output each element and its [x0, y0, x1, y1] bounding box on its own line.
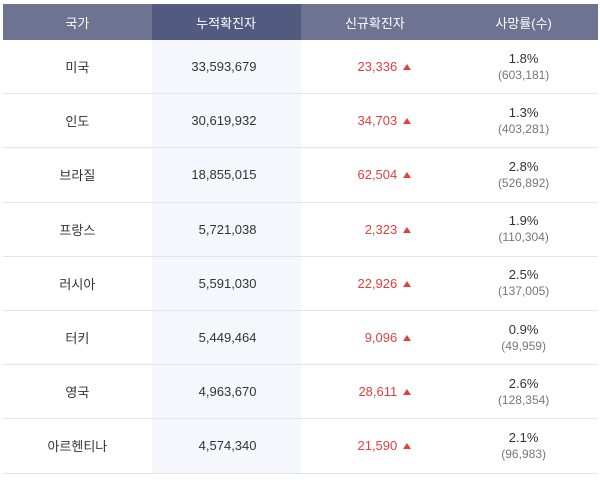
new-cases-value: 21,590 — [357, 438, 398, 454]
death-rate: 2.1% (96,983) — [449, 418, 598, 474]
table-row: 미국 33,593,679 23,336 1.8% (603,181) — [3, 40, 598, 95]
death-count: (128,354) — [497, 392, 550, 407]
death-rate: 1.3% (403,281) — [449, 93, 598, 149]
death-count: (137,005) — [497, 284, 550, 299]
cumulative-cases: 5,449,464 — [151, 310, 301, 366]
up-arrow — [403, 389, 412, 396]
up-arrow — [403, 172, 412, 179]
new-cases: 28,611 — [300, 364, 450, 420]
country: 미국 — [3, 40, 152, 95]
cumulative-cases: 18,855,015 — [151, 147, 301, 203]
new-cases-value: 28,611 — [358, 384, 398, 400]
country: 프랑스 — [3, 202, 152, 257]
death-rate-value: 0.9% — [508, 321, 539, 337]
cumulative-cases: 4,574,340 — [151, 418, 301, 474]
cumulative-cases: 30,619,932 — [151, 93, 301, 149]
death-rate: 2.5% (137,005) — [449, 256, 598, 311]
death-rate: 1.8% (603,181) — [449, 40, 598, 95]
death-rate-value: 1.3% — [508, 104, 539, 120]
new-cases-value: 62,504 — [357, 167, 398, 183]
country: 영국 — [3, 364, 152, 420]
country: 브라질 — [3, 147, 152, 203]
header-cell: 사망률(수) — [449, 4, 598, 40]
death-rate-value: 1.9% — [508, 213, 539, 229]
cumulative-cases: 4,963,670 — [151, 364, 301, 420]
death-rate-value: 1.8% — [508, 50, 539, 66]
new-cases: 23,336 — [300, 40, 450, 95]
table-row: 프랑스 5,721,038 2,323 1.9% (110,304) — [3, 202, 598, 257]
header-cell: 신규확진자 — [300, 4, 450, 40]
header-cell: 국가 — [3, 4, 152, 40]
covid-table: 국가 누적확진자 신규확진자 사망률(수) 미국 33,593,679 23,336 1.8… — [3, 4, 598, 474]
header-row: 국가 누적확진자 신규확진자 사망률(수) — [3, 4, 598, 40]
table-row: 인도 30,619,932 34,703 1.3% (403,281) — [3, 93, 598, 149]
new-cases: 21,590 — [300, 418, 450, 474]
table-header: 국가 누적확진자 신규확진자 사망률(수) — [3, 4, 598, 40]
country: 터키 — [3, 310, 152, 366]
new-cases-value: 9,096 — [364, 330, 398, 346]
country: 러시아 — [3, 256, 152, 311]
death-rate: 2.8% (526,892) — [449, 147, 598, 203]
death-rate-value: 2.8% — [508, 158, 539, 174]
table-row: 러시아 5,591,030 22,926 2.5% (137,005) — [3, 256, 598, 311]
up-arrow — [403, 226, 412, 233]
new-cases-value: 23,336 — [357, 59, 398, 75]
cumulative-cases: 5,721,038 — [151, 202, 301, 257]
death-count: (526,892) — [497, 175, 550, 190]
death-count: (403,281) — [497, 121, 550, 136]
death-rate-value: 2.1% — [508, 429, 539, 445]
death-rate: 2.6% (128,354) — [449, 364, 598, 420]
death-count: (110,304) — [498, 230, 549, 245]
new-cases: 62,504 — [300, 147, 450, 203]
up-arrow — [403, 335, 412, 342]
country: 인도 — [3, 93, 152, 149]
up-arrow — [403, 443, 412, 450]
cumulative-cases: 33,593,679 — [151, 40, 301, 95]
table-row: 터키 5,449,464 9,096 0.9% (49,959) — [3, 310, 598, 366]
new-cases: 9,096 — [300, 310, 450, 366]
new-cases: 2,323 — [300, 202, 450, 257]
death-rate: 1.9% (110,304) — [449, 202, 598, 257]
death-rate: 0.9% (49,959) — [449, 310, 598, 366]
table-body: 미국 33,593,679 23,336 1.8% (603,181) 인도 30,619,… — [3, 40, 598, 474]
up-arrow — [403, 118, 412, 125]
death-rate-value: 2.5% — [508, 267, 539, 283]
new-cases: 22,926 — [300, 256, 450, 311]
cumulative-cases: 5,591,030 — [151, 256, 301, 311]
new-cases: 34,703 — [300, 93, 450, 149]
table-row: 영국 4,963,670 28,611 2.6% (128,354) — [3, 364, 598, 420]
death-count: (603,181) — [497, 67, 550, 82]
new-cases-value: 22,926 — [357, 275, 398, 291]
new-cases-value: 34,703 — [357, 113, 398, 129]
up-arrow — [403, 64, 412, 71]
new-cases-value: 2,323 — [364, 221, 398, 237]
table-row: 아르헨티나 4,574,340 21,590 2.1% (96,983) — [3, 418, 598, 474]
up-arrow — [403, 280, 412, 287]
death-count: (49,959) — [501, 338, 546, 353]
table-row: 브라질 18,855,015 62,504 2.8% (526,892) — [3, 147, 598, 203]
death-count: (96,983) — [501, 446, 546, 461]
death-rate-value: 2.6% — [508, 375, 539, 391]
header-cell: 누적확진자 — [151, 4, 301, 40]
country: 아르헨티나 — [3, 418, 152, 474]
